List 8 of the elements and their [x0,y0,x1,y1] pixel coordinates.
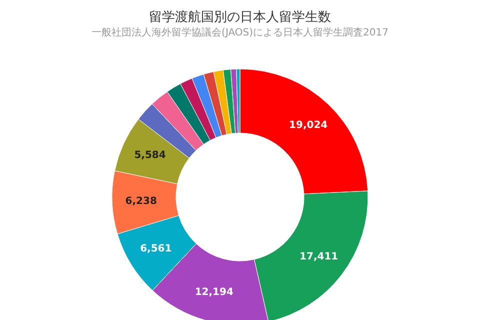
data-label: 12,194 [194,287,234,298]
chart-subtitle: 一般社団法人海外留学協議会(JAOS)による日本人留学生調査2017 [92,26,388,38]
data-label: 6,561 [140,244,172,255]
data-label: 17,411 [300,251,338,262]
data-label: 6,238 [125,196,157,207]
chart-title: 留学渡航国別の日本人留学生数 [149,10,331,25]
data-label: 19,024 [289,120,328,131]
data-label: 5,584 [134,150,166,162]
